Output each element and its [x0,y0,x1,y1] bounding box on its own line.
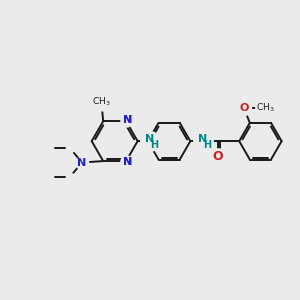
Text: O: O [213,150,223,163]
Text: H: H [203,140,211,150]
Text: N: N [123,157,132,167]
Text: O: O [239,103,249,113]
Text: N: N [77,158,87,167]
Text: CH$_3$: CH$_3$ [92,95,111,108]
Text: N: N [123,115,132,125]
Text: N: N [146,134,154,144]
Text: CH$_3$: CH$_3$ [256,102,275,114]
Text: N: N [123,157,132,167]
Text: N: N [123,115,132,125]
Text: N: N [198,134,207,144]
Text: H: H [150,140,158,150]
